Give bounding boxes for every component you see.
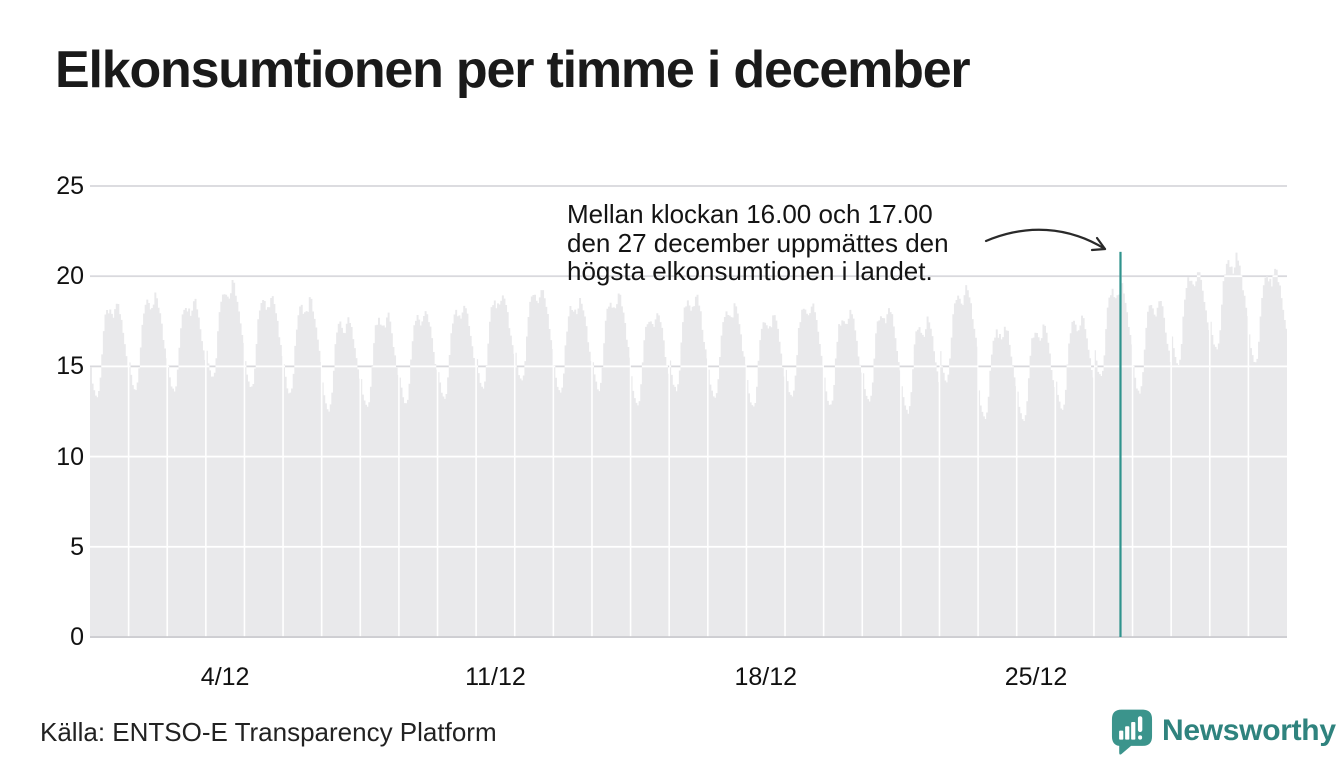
- annotation-arrow-icon: [984, 228, 1107, 252]
- y-axis-tick-label: 5: [70, 532, 84, 561]
- x-axis-tick-label: 4/12: [200, 663, 250, 691]
- x-axis-tick-label: 25/12: [1004, 663, 1068, 691]
- page-title: Elkonsumtionen per timme i december: [55, 41, 971, 99]
- consumption-bar-chart: [90, 184, 1287, 640]
- source-note: Källa: ENTSO-E Transparency Platform: [40, 717, 497, 747]
- newsworthy-logo: Newsworthy: [1111, 708, 1336, 757]
- newsworthy-wordmark: Newsworthy: [1162, 714, 1336, 747]
- y-axis-tick-label: 15: [56, 352, 84, 381]
- y-axis-tick-label: 20: [56, 262, 84, 291]
- annotation-line: högsta elkonsumtionen i landet.: [567, 256, 933, 286]
- chart-bubble-icon: [1111, 709, 1153, 755]
- y-axis-tick-label: 0: [70, 623, 84, 651]
- x-axis-tick-label: 11/12: [465, 663, 526, 691]
- annotation-line: den 27 december uppmättes den: [567, 227, 949, 258]
- y-axis-tick-label: 25: [56, 172, 84, 200]
- x-axis-tick-label: 18/12: [734, 663, 797, 691]
- annotation-line: Mellan klockan 16.00 och 17.00: [567, 199, 933, 229]
- annotation: Mellan klockan 16.00 och 17.00 den 27 de…: [567, 200, 949, 286]
- y-axis-tick-label: 10: [56, 442, 84, 471]
